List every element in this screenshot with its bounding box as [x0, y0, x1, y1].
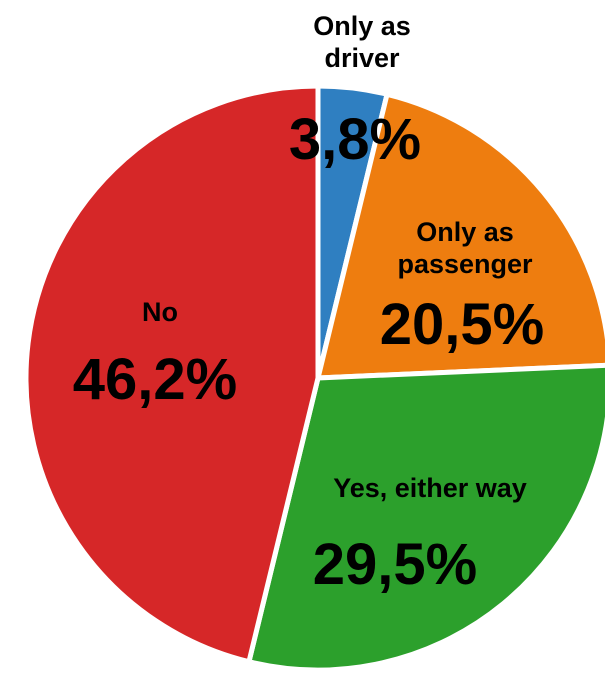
- value-label: 20,5%: [379, 292, 545, 357]
- slice-label: Only as passenger: [397, 217, 533, 279]
- pie-slice: [245, 362, 605, 673]
- pie-slice: [314, 91, 605, 381]
- value-label: 3,8%: [288, 107, 422, 172]
- value-label: 46,2%: [72, 347, 238, 412]
- slice-label: No: [142, 297, 178, 327]
- pie-slice: [23, 83, 321, 665]
- value-label: 29,5%: [312, 532, 478, 597]
- slice-label: Only as driver: [313, 11, 411, 73]
- slice-label: Yes, either way: [333, 473, 527, 503]
